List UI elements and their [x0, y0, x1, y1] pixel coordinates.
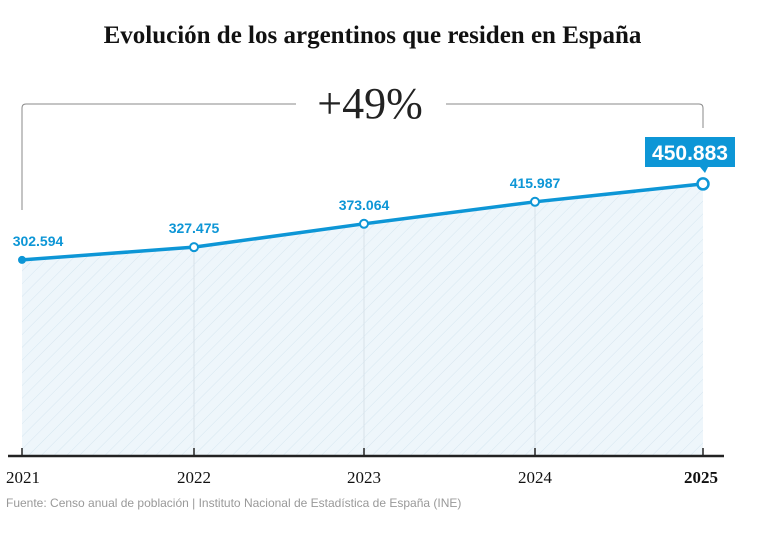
data-point: [189, 242, 199, 253]
data-label-highlight: 450.883: [652, 142, 728, 165]
highlight-label-pointer: [700, 167, 708, 173]
x-tick-label: 2021: [6, 468, 40, 487]
data-point: [696, 177, 710, 191]
chart-title: Evolución de los argentinos que residen …: [103, 22, 642, 49]
x-tick-label: 2024: [518, 468, 553, 487]
data-point: [18, 255, 26, 264]
highlight-label-box: [645, 137, 735, 167]
data-label: 373.064: [339, 197, 390, 213]
source-note: Fuente: Censo anual de población | Insti…: [6, 496, 462, 510]
percent-change-annotation: +49%: [317, 79, 422, 128]
x-tick-label: 2023: [347, 468, 381, 487]
x-tick-label: 2022: [177, 468, 211, 487]
x-tick-label: 2025: [684, 468, 718, 487]
data-label: 327.475: [169, 220, 220, 236]
area-fill: [22, 183, 703, 456]
data-label: 415.987: [510, 175, 561, 191]
data-point: [530, 196, 540, 207]
data-point: [359, 218, 369, 229]
bracket-right: [446, 103, 704, 128]
data-label: 302.594: [13, 233, 64, 249]
bracket-left: [21, 103, 296, 210]
